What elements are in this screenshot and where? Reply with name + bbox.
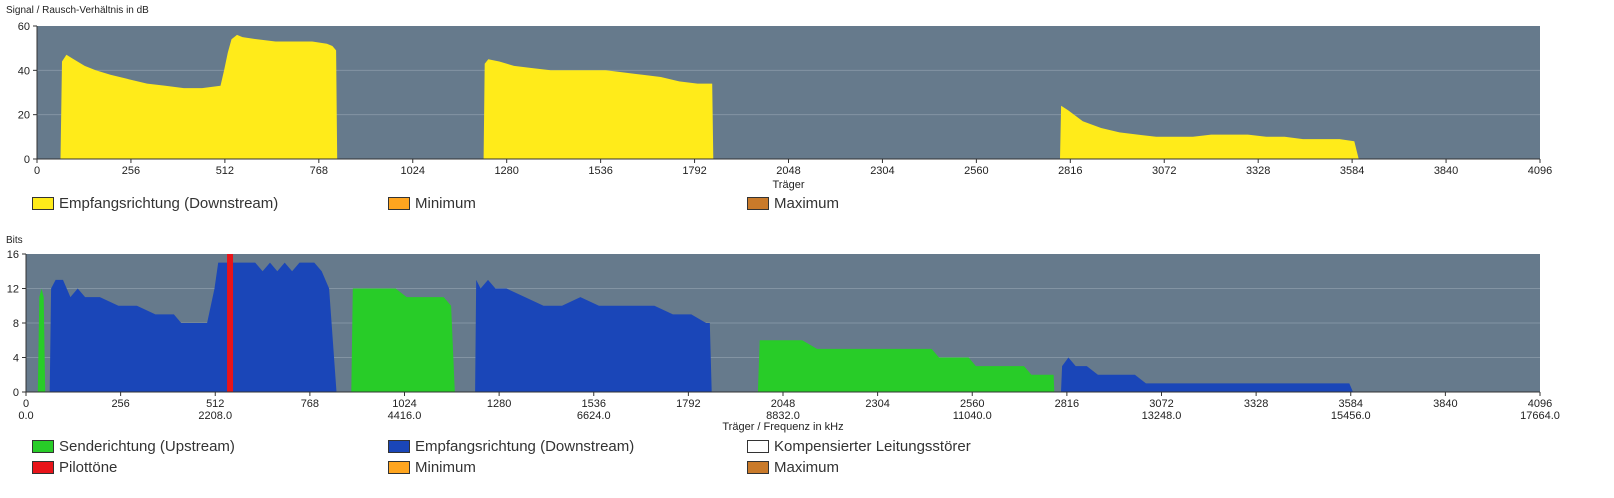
x-tick-label: 1792: [676, 398, 700, 410]
x-axis-label: Träger / Frequenz in kHz: [722, 421, 843, 433]
chart1-legend-maximum: Maximum: [747, 195, 839, 212]
legend-swatch-minimum: [388, 461, 410, 474]
x-tick-label: 3072: [1152, 165, 1176, 177]
legend-label: Kompensierter Leitungsstörer: [774, 438, 971, 455]
legend-label: Maximum: [774, 195, 840, 212]
x-freq-tick-label: 2208.0: [198, 410, 232, 422]
y-tick-label: 20: [18, 110, 30, 122]
x-freq-tick-label: 0.0: [18, 410, 33, 422]
legend-swatch-maximum: [747, 197, 769, 210]
y-tick-label: 8: [13, 318, 19, 330]
legend-label: Pilottöne: [59, 459, 118, 476]
legend-swatch-compensated: [747, 440, 769, 453]
chart2-legend-upstream: Senderichtung (Upstream): [32, 438, 235, 455]
series-area: [60, 34, 338, 159]
x-tick-label: 0: [23, 398, 29, 410]
chart1-legend-downstream: Empfangsrichtung (Downstream): [32, 195, 278, 212]
legend-swatch-upstream: [32, 440, 54, 453]
x-tick-label: 256: [111, 398, 129, 410]
x-tick-label: 256: [122, 165, 140, 177]
legend-label: Minimum: [415, 195, 476, 212]
y-tick-label: 12: [7, 284, 19, 296]
x-tick-label: 1024: [401, 165, 425, 177]
x-tick-label: 1792: [682, 165, 706, 177]
x-tick-label: 768: [301, 398, 319, 410]
x-tick-label: 512: [216, 165, 234, 177]
x-tick-label: 1536: [588, 165, 612, 177]
series-area: [483, 59, 714, 159]
snr-chart: 0 20 40 60 0 256 512 768 1024 1280 1536 1792 2048 230…: [18, 21, 1552, 191]
chart2-legend-pilot: Pilottöne: [32, 459, 117, 476]
x-tick-label: 2816: [1058, 165, 1082, 177]
legend-label: Minimum: [415, 459, 476, 476]
x-freq-tick-label: 17664.0: [1520, 410, 1560, 422]
x-tick-label: 1280: [487, 398, 511, 410]
chart2-ylabel: Bits: [6, 235, 23, 246]
series-area: [351, 288, 455, 392]
x-tick-label: 4096: [1528, 398, 1552, 410]
x-tick-label: 4096: [1528, 165, 1552, 177]
x-tick-label: 512: [206, 398, 224, 410]
legend-swatch-downstream: [388, 440, 410, 453]
series-area: [1061, 357, 1353, 392]
x-tick-label: 2304: [865, 398, 889, 410]
x-tick-label: 3328: [1244, 398, 1268, 410]
legend-swatch-pilot: [32, 461, 54, 474]
x-tick-label: 1280: [494, 165, 518, 177]
chart2-legend-compensated: Kompensierter Leitungsstörer: [747, 438, 971, 455]
bits-chart: 0 4 8 12 16 0 256 512 768 1024 1280 1536 1792 2048 230…: [7, 249, 1560, 433]
x-tick-label: 1024: [392, 398, 416, 410]
pilot-tone-marker: [227, 254, 234, 392]
y-tick-label: 40: [18, 65, 30, 77]
x-tick-label: 2048: [771, 398, 795, 410]
y-tick-label: 0: [13, 387, 19, 399]
x-tick-label: 1536: [582, 398, 606, 410]
chart1-ylabel: Signal / Rausch-Verhältnis in dB: [6, 5, 149, 16]
series-area: [37, 288, 46, 392]
x-tick-label: 3328: [1246, 165, 1270, 177]
x-axis-label: Träger: [773, 179, 805, 191]
y-tick-label: 4: [13, 353, 19, 365]
series-area: [1060, 105, 1359, 159]
x-tick-label: 3072: [1149, 398, 1173, 410]
x-tick-label: 768: [310, 165, 328, 177]
y-tick-label: 16: [7, 249, 19, 261]
chart2-legend-minimum: Minimum: [388, 459, 476, 476]
series-area: [757, 340, 1055, 392]
x-tick-label: 2304: [870, 165, 894, 177]
x-tick-label: 3584: [1339, 398, 1363, 410]
x-tick-label: 0: [34, 165, 40, 177]
x-tick-label: 3840: [1434, 165, 1458, 177]
x-tick-label: 2560: [960, 398, 984, 410]
legend-label: Empfangsrichtung (Downstream): [415, 438, 635, 455]
x-tick-label: 3584: [1340, 165, 1364, 177]
legend-swatch-minimum: [388, 197, 410, 210]
series-area: [475, 279, 712, 392]
legend-label: Empfangsrichtung (Downstream): [59, 195, 279, 212]
legend-swatch-downstream: [32, 197, 54, 210]
legend-label: Maximum: [774, 459, 840, 476]
x-tick-label: 3840: [1433, 398, 1457, 410]
chart1-legend-minimum: Minimum: [388, 195, 476, 212]
x-freq-tick-label: 4416.0: [388, 410, 422, 422]
chart2-legend-downstream: Empfangsrichtung (Downstream): [388, 438, 634, 455]
x-freq-tick-label: 11040.0: [953, 410, 992, 422]
x-tick-label: 2048: [776, 165, 800, 177]
y-tick-label: 0: [24, 154, 30, 166]
x-freq-tick-label: 15456.0: [1331, 410, 1371, 422]
legend-swatch-maximum: [747, 461, 769, 474]
x-freq-tick-label: 13248.0: [1142, 410, 1182, 422]
y-tick-label: 60: [18, 21, 30, 33]
x-tick-label: 2816: [1055, 398, 1079, 410]
x-freq-tick-label: 6624.0: [577, 410, 611, 422]
x-tick-label: 2560: [964, 165, 988, 177]
chart2-legend-maximum: Maximum: [747, 459, 839, 476]
x-freq-tick-label: 8832.0: [766, 410, 800, 422]
series-area: [49, 262, 337, 392]
legend-label: Senderichtung (Upstream): [59, 438, 235, 455]
